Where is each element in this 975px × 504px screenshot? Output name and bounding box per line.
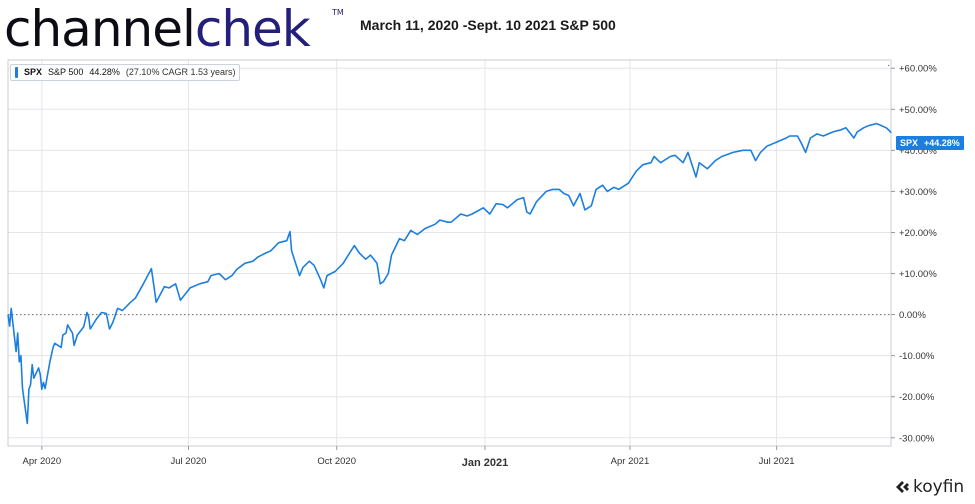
- badge-ticker: SPX: [900, 138, 919, 148]
- koyfin-logo: koyfin: [894, 477, 964, 497]
- logo-text-channel: channel: [4, 0, 196, 58]
- koyfin-wordmark: koyfin: [913, 477, 965, 497]
- y-tick-label: 0.00%: [899, 310, 926, 321]
- y-axis-tick-labels: +60.00% +50.00% +40.00% +30.00% +20.00% +10.0…: [891, 64, 937, 444]
- y-tick-label: +30.00%: [899, 187, 937, 198]
- trademark-mark: TM: [332, 8, 344, 17]
- y-tick-label: +10.00%: [899, 269, 937, 280]
- x-axis-tick-labels: Apr 2020 Jul 2020 Oct 2020 Jan 2021 Apr 2021…: [23, 446, 795, 469]
- x-tick-label: Jan 2021: [462, 457, 508, 469]
- plot-frame: [7, 59, 892, 447]
- chart-menu-dot-icon[interactable]: ·: [887, 60, 891, 71]
- x-tick-label: Jul 2020: [171, 456, 207, 467]
- x-tick-label: Apr 2021: [611, 456, 650, 467]
- x-tick-label: Oct 2020: [317, 456, 356, 467]
- y-tick-label: +50.00%: [899, 105, 937, 116]
- badge-value: +44.28%: [924, 138, 960, 148]
- x-tick-label: Jul 2021: [759, 456, 795, 467]
- channelchek-logo: channelchek: [4, 0, 311, 64]
- legend-ticker: SPX: [24, 67, 43, 77]
- koyfin-mark-icon: [896, 481, 909, 493]
- last-value-badge: SPX +44.28%: [896, 136, 964, 150]
- chart-legend[interactable]: SPX S&P 500 44.28% (27.10% CAGR 1.53 yea…: [10, 64, 241, 81]
- series-line-spx: [7, 122, 892, 425]
- y-tick-label: -20.00%: [899, 392, 935, 403]
- legend-series-name: S&P 500: [48, 67, 84, 77]
- legend-color-swatch: [15, 67, 18, 78]
- y-tick-label: +40.00%: [899, 146, 937, 157]
- y-tick-label: -10.00%: [899, 351, 935, 362]
- logo-text-chek: chek: [194, 0, 311, 58]
- x-tick-label: Apr 2020: [23, 456, 62, 467]
- grid-lines: [8, 60, 891, 446]
- legend-cagr: (27.10% CAGR 1.53 years): [125, 67, 236, 77]
- y-tick-label: +20.00%: [899, 228, 937, 239]
- chart-title: March 11, 2020 -Sept. 10 2021 S&P 500: [360, 17, 616, 33]
- legend-return: 44.28%: [89, 67, 120, 77]
- y-tick-label: +60.00%: [899, 64, 937, 75]
- y-tick-label: -30.00%: [899, 433, 935, 444]
